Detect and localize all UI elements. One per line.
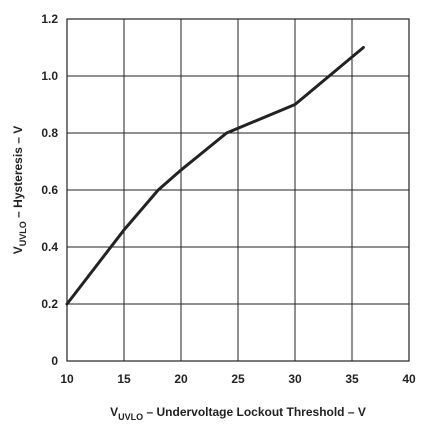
x-tick-label: 25	[231, 372, 245, 386]
x-axis-label-sub: UVLO	[118, 412, 143, 422]
y-axis-label-main: V	[11, 246, 25, 254]
x-tick-label: 15	[117, 372, 131, 386]
y-tick-label: 0	[51, 354, 58, 368]
y-axis-label-sub: UVLO	[18, 221, 28, 246]
y-tick-label: 0.4	[41, 240, 58, 254]
y-tick-label: 0.2	[41, 297, 58, 311]
x-axis-label-rest: – Undervoltage Lockout Threshold – V	[143, 405, 366, 419]
y-tick-label: 0.6	[41, 183, 58, 197]
x-tick-label: 35	[345, 372, 359, 386]
x-tick-label: 20	[174, 372, 188, 386]
x-tick-labels: 10 15 20 25 30 35 40	[60, 372, 416, 386]
x-axis-label-main: V	[110, 405, 118, 419]
y-tick-label: 0.8	[41, 126, 58, 140]
y-axis-label-rest: – Hysteresis – V	[11, 126, 25, 221]
y-tick-labels: 0 0.2 0.4 0.6 0.8 1.0 1.2	[41, 12, 58, 368]
x-tick-label: 10	[60, 372, 74, 386]
y-axis-label: VUVLO – Hysteresis – V	[11, 126, 28, 254]
x-tick-label: 40	[402, 372, 416, 386]
plot-frame	[66, 18, 410, 362]
x-tick-label: 30	[288, 372, 302, 386]
x-axis-label: VUVLO – Undervoltage Lockout Threshold –…	[110, 405, 366, 422]
series-group	[65, 46, 365, 306]
grid	[66, 18, 410, 362]
y-tick-label: 1.2	[41, 12, 58, 26]
y-tick-label: 1.0	[41, 69, 58, 83]
series-line-0	[65, 46, 365, 306]
